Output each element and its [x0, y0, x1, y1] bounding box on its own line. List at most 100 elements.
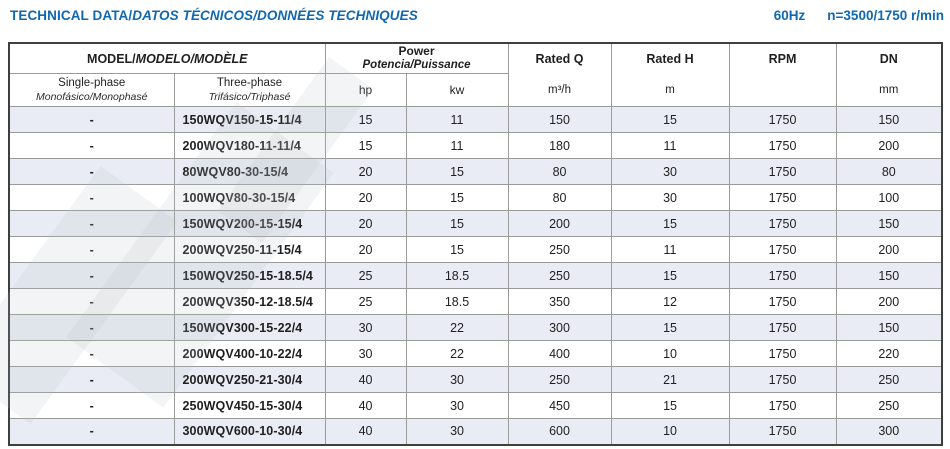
table-header: MODEL/MODELO/MODÈLE Power Potencia/Puiss… [8, 42, 943, 107]
dn-label: DN [879, 52, 898, 66]
single-phase-cell: - [8, 366, 175, 393]
rpm-cell: 1750 [728, 340, 837, 367]
rated-q-label: Rated Q [535, 52, 584, 66]
hp-cell: 25 [324, 288, 407, 315]
single-phase-cell: - [8, 106, 175, 133]
model-cell: 200WQV400-10-22/4 [173, 340, 326, 367]
rated-q-cell: 300 [507, 314, 612, 341]
single-phase-cell: - [8, 262, 175, 289]
page-title-italic: DATOS TÉCNICOS/DONNÉES TECHNIQUES [132, 8, 418, 23]
model-cell: 300WQV600-10-30/4 [173, 418, 326, 445]
single-phase-cell: - [8, 184, 175, 211]
rated-q-cell: 80 [507, 158, 612, 185]
hp-cell: 20 [324, 236, 407, 263]
rated-h-cell: 15 [610, 314, 730, 341]
model-cell: 200WQV250-11-15/4 [173, 236, 326, 263]
page-header: TECHNICAL DATA/DATOS TÉCNICOS/DONNÉES TE… [10, 8, 944, 23]
dn-cell: 100 [835, 184, 943, 211]
model-cell: 150WQV200-15-15/4 [173, 210, 326, 237]
rated-h-unit: m [665, 84, 675, 96]
hp-cell: 25 [324, 262, 407, 289]
dn-cell: 150 [835, 106, 943, 133]
rated-q-cell: 200 [507, 210, 612, 237]
single-phase-column-header: Single-phase Monofásico/Monophasé [8, 73, 175, 107]
kw-cell: 15 [405, 210, 509, 237]
kw-cell: 11 [405, 106, 509, 133]
dn-cell: 250 [835, 366, 943, 393]
model-cell: 100WQV80-30-15/4 [173, 184, 326, 211]
rated-h-cell: 15 [610, 262, 730, 289]
kw-cell: 11 [405, 132, 509, 159]
hp-cell: 20 [324, 158, 407, 185]
rated-h-cell: 11 [610, 132, 730, 159]
rated-q-cell: 80 [507, 184, 612, 211]
table-row: -150WQV250-15-18.5/4 25 18.5 250 15 1750 150 [8, 262, 943, 289]
hp-cell: 40 [324, 418, 407, 445]
frequency-value: 60Hz [773, 8, 806, 23]
dn-cell: 200 [835, 132, 943, 159]
rated-q-cell: 250 [507, 366, 612, 393]
page-title-main: TECHNICAL DATA/ [10, 8, 133, 23]
rated-q-unit: m³/h [548, 84, 572, 96]
rated-q-cell: 150 [507, 106, 612, 133]
single-phase-cell: - [8, 236, 175, 263]
rated-h-cell: 30 [610, 158, 730, 185]
rpm-cell: 1750 [728, 106, 837, 133]
single-phase-cell: - [8, 288, 175, 315]
rpm-cell: 1750 [728, 262, 837, 289]
rpm-cell: 1750 [728, 288, 837, 315]
rpm-cell: 1750 [728, 314, 837, 341]
kw-cell: 15 [405, 158, 509, 185]
rpm-cell: 1750 [728, 418, 837, 445]
model-cell: 150WQV300-15-22/4 [173, 314, 326, 341]
model-label: MODEL/ [87, 51, 136, 66]
rated-q-cell: 350 [507, 288, 612, 315]
single-phase-cell: - [8, 418, 175, 445]
table-row: -200WQV180-11-11/4 15 11 180 11 1750 200 [8, 132, 943, 159]
table-row: -300WQV600-10-30/4 40 30 600 10 1750 300 [8, 418, 943, 445]
hp-column-header: hp [324, 73, 407, 107]
table-row: -80WQV80-30-15/4 20 15 80 30 1750 80 [8, 158, 943, 185]
single-phase-cell: - [8, 132, 175, 159]
rpm-cell: 1750 [728, 132, 837, 159]
table-row: -200WQV250-11-15/4 20 15 250 11 1750 200 [8, 236, 943, 263]
kw-cell: 22 [405, 340, 509, 367]
rpm-cell: 1750 [728, 158, 837, 185]
dn-column-header: DN mm [835, 42, 943, 107]
rated-q-cell: 250 [507, 236, 612, 263]
rated-q-cell: 600 [507, 418, 612, 445]
hp-cell: 20 [324, 210, 407, 237]
rated-h-cell: 10 [610, 418, 730, 445]
table-row: -200WQV400-10-22/4 30 22 400 10 1750 220 [8, 340, 943, 367]
hp-cell: 30 [324, 314, 407, 341]
table-row: -250WQV450-15-30/4 40 30 450 15 1750 250 [8, 392, 943, 419]
model-cell: 150WQV250-15-18.5/4 [173, 262, 326, 289]
page-title: TECHNICAL DATA/DATOS TÉCNICOS/DONNÉES TE… [10, 8, 418, 23]
three-phase-column-header: Three-phase Trifásico/Triphasé [173, 73, 326, 107]
hp-cell: 30 [324, 340, 407, 367]
kw-column-header: kw [405, 73, 509, 107]
kw-cell: 18.5 [405, 288, 509, 315]
three-phase-label-translations: Trifásico/Triphasé [208, 90, 291, 103]
dn-cell: 150 [835, 210, 943, 237]
speed-value: n=3500/1750 r/min [827, 8, 944, 23]
single-phase-cell: - [8, 314, 175, 341]
single-phase-label: Single-phase [58, 77, 126, 90]
dn-cell: 200 [835, 236, 943, 263]
power-label: Power [398, 44, 435, 59]
table-body: -150WQV150-15-11/4 15 11 150 15 1750 150-200WQ… [8, 106, 943, 445]
model-label-italic: MODELO/MODÈLE [135, 51, 248, 66]
rpm-column-header: RPM [728, 42, 837, 107]
model-cell: 80WQV80-30-15/4 [173, 158, 326, 185]
rpm-cell: 1750 [728, 236, 837, 263]
three-phase-label: Three-phase [216, 77, 283, 90]
dn-cell: 150 [835, 262, 943, 289]
kw-cell: 22 [405, 314, 509, 341]
dn-cell: 300 [835, 418, 943, 445]
rated-q-cell: 180 [507, 132, 612, 159]
table-row: -200WQV250-21-30/4 40 30 250 21 1750 250 [8, 366, 943, 393]
hp-cell: 40 [324, 366, 407, 393]
rpm-label: RPM [768, 52, 797, 66]
single-phase-cell: - [8, 392, 175, 419]
model-cell: 200WQV250-21-30/4 [173, 366, 326, 393]
